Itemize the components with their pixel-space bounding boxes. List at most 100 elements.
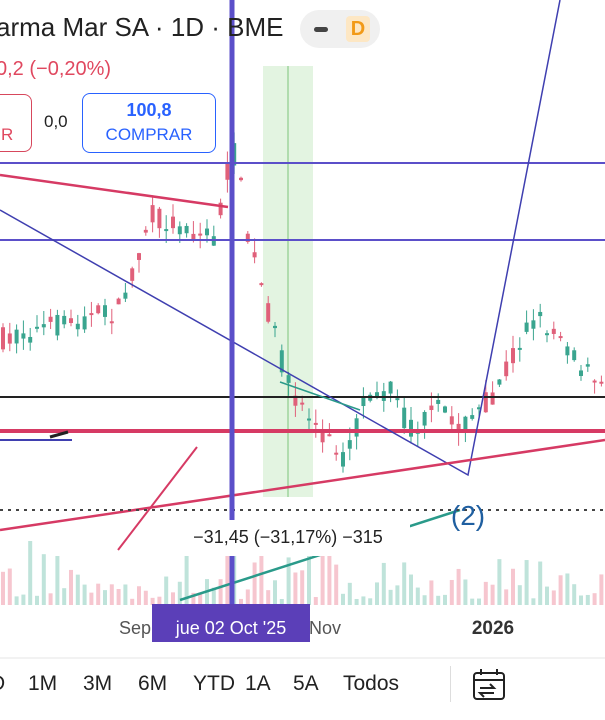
- candle-body: [103, 305, 107, 317]
- measure-box: [165, 520, 410, 556]
- volume-bar: [320, 546, 325, 605]
- volume-bar: [62, 588, 67, 605]
- volume-bar: [341, 593, 345, 605]
- status-pill[interactable]: D: [300, 10, 380, 48]
- trend-line: [117, 446, 198, 551]
- volume-bar: [266, 590, 271, 605]
- candle-body: [198, 233, 203, 236]
- candle-body: [164, 229, 169, 232]
- volume-bar: [150, 597, 155, 605]
- range-button[interactable]: D: [0, 672, 28, 696]
- volume-bar: [177, 581, 182, 605]
- candle-body: [266, 303, 271, 322]
- volume-bar: [490, 584, 495, 605]
- trend-line: [279, 381, 361, 411]
- candle-body: [245, 233, 250, 242]
- volume-bar: [409, 574, 413, 605]
- candle-body: [504, 361, 509, 377]
- candle-body: [300, 402, 305, 405]
- candle-body: [409, 419, 413, 437]
- candle-body: [341, 452, 345, 467]
- volume-bar: [524, 560, 529, 605]
- volume-bar: [211, 587, 216, 605]
- volume-bar: [35, 595, 39, 605]
- candle-body: [14, 329, 19, 344]
- candle-body: [327, 434, 332, 437]
- candle-body: [286, 375, 291, 383]
- volume-bar: [69, 569, 73, 605]
- volume-bar: [456, 568, 461, 605]
- buy-button[interactable]: 100,8 COMPRAR: [82, 93, 216, 153]
- candle-body: [205, 228, 209, 236]
- range-button[interactable]: 6M: [138, 672, 168, 695]
- trend-line: [0, 173, 229, 209]
- volume-bar: [143, 590, 148, 605]
- candle-body: [48, 316, 53, 322]
- volume-bar: [245, 589, 250, 605]
- trend-line: [0, 0, 561, 477]
- range-button[interactable]: 5A: [293, 672, 319, 695]
- candle-body: [449, 416, 454, 425]
- candle-body: [35, 326, 39, 329]
- volume-bar: [483, 581, 488, 605]
- candle-body: [456, 423, 461, 433]
- range-button[interactable]: Todos: [343, 672, 400, 695]
- volume-bar: [307, 540, 311, 605]
- candle-body: [443, 406, 447, 413]
- candle-body: [585, 364, 590, 367]
- volume-bar: [470, 598, 475, 605]
- date-range-icon[interactable]: [472, 668, 508, 702]
- candle-body: [483, 392, 488, 413]
- candle-body: [551, 328, 556, 334]
- candle-body: [592, 380, 597, 383]
- x-label: Nov: [309, 618, 341, 638]
- volume-bar: [171, 592, 175, 605]
- range-button[interactable]: 1M: [28, 672, 58, 695]
- volume-bar: [477, 598, 481, 605]
- volume-bar: [184, 530, 189, 605]
- candle-body: [307, 418, 311, 421]
- sell-label: R: [1, 125, 14, 144]
- volume-bar: [538, 561, 543, 605]
- crosshair-date-box: [152, 604, 310, 642]
- candle-body: [109, 321, 114, 324]
- candle-body: [82, 316, 87, 330]
- volume-bar: [551, 590, 556, 605]
- range-button[interactable]: YTD: [193, 672, 235, 695]
- candle-body: [62, 315, 67, 325]
- sell-button[interactable]: R: [0, 94, 32, 152]
- candle-body: [239, 177, 243, 181]
- candle-body: [89, 313, 94, 316]
- range-button[interactable]: 1A: [245, 672, 271, 695]
- volume-bar: [109, 584, 114, 605]
- candle-body: [388, 381, 393, 394]
- candle-body: [558, 336, 563, 339]
- candle-body: [279, 350, 284, 373]
- symbol-title: arma Mar SA · 1D · BME: [0, 12, 284, 42]
- candle-body: [157, 208, 162, 229]
- volume-bar: [415, 587, 420, 605]
- candle-body: [531, 320, 536, 329]
- candle-body: [477, 407, 481, 410]
- volume-bar: [436, 595, 441, 605]
- volume-bar: [157, 596, 162, 605]
- volume-bar: [402, 562, 407, 605]
- candle-body: [293, 395, 298, 406]
- volume-bar: [429, 580, 434, 605]
- volume-bar: [463, 579, 468, 605]
- volume-bar: [517, 585, 522, 605]
- volume-bar: [55, 556, 60, 605]
- candle-body: [116, 298, 121, 305]
- volume-bar: [497, 559, 502, 605]
- price-change: 0,2 (−0,20%): [0, 58, 112, 80]
- volume: [1, 530, 604, 605]
- crosshair-date: jue 02 Oct '25: [175, 618, 287, 638]
- volume-bar: [579, 595, 583, 605]
- volume-bar: [545, 586, 549, 605]
- range-button[interactable]: 3M: [83, 672, 113, 695]
- wave-label: (2): [451, 500, 485, 531]
- volume-bar: [7, 568, 12, 605]
- candle-body: [28, 336, 33, 343]
- volume-bar: [572, 584, 577, 605]
- volume-bar: [252, 562, 257, 605]
